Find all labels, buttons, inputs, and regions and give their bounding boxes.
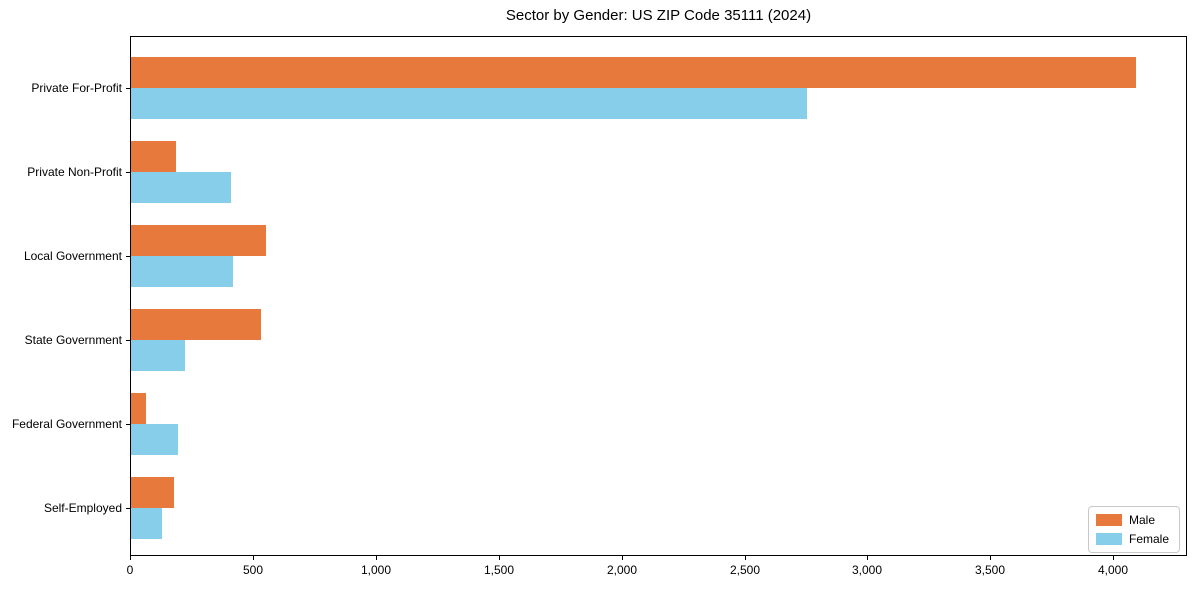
legend-item-female: Female (1096, 532, 1171, 546)
x-tick-label: 2,500 (729, 563, 761, 577)
chart-title: Sector by Gender: US ZIP Code 35111 (202… (505, 7, 812, 24)
y-category-label: Federal Government (11, 417, 122, 431)
x-tick-label: 1,000 (360, 563, 392, 577)
x-tick-label: 3,500 (974, 563, 1006, 577)
legend-item-male: Male (1096, 513, 1171, 527)
legend: Male Female (1088, 506, 1180, 553)
bar-male-5 (131, 477, 174, 508)
y-category-label: State Government (24, 333, 122, 347)
x-axis-tick (867, 556, 868, 560)
legend-label: Female (1129, 532, 1170, 546)
bar-female-0 (131, 88, 807, 119)
x-axis-tick (130, 556, 131, 560)
x-tick-label: 2,000 (606, 563, 638, 577)
legend-swatch-female (1096, 533, 1122, 545)
bar-male-3 (131, 309, 261, 340)
x-axis-tick (990, 556, 991, 560)
x-axis-tick (376, 556, 377, 560)
x-tick-label: 0 (126, 563, 134, 577)
x-axis-tick (499, 556, 500, 560)
bar-male-2 (131, 225, 266, 256)
legend-swatch-male (1096, 514, 1122, 526)
x-tick-label: 4,000 (1097, 563, 1129, 577)
bar-female-3 (131, 340, 185, 371)
y-category-label: Private For-Profit (31, 81, 122, 95)
bar-female-4 (131, 424, 178, 455)
x-tick-label: 1,500 (483, 563, 515, 577)
y-category-label: Private Non-Profit (27, 165, 122, 179)
bar-male-0 (131, 57, 1136, 88)
y-axis-tick (126, 172, 130, 173)
y-category-label: Self-Employed (43, 501, 122, 515)
x-axis-tick (253, 556, 254, 560)
bar-male-1 (131, 141, 176, 172)
y-axis-tick (126, 256, 130, 257)
y-axis-tick (126, 424, 130, 425)
y-axis-tick (126, 508, 130, 509)
bar-female-1 (131, 172, 231, 203)
x-axis-tick (1113, 556, 1114, 560)
x-tick-label: 3,000 (851, 563, 883, 577)
y-axis-tick (126, 88, 130, 89)
x-axis-tick (622, 556, 623, 560)
bar-female-5 (131, 508, 162, 539)
legend-label: Male (1129, 513, 1156, 527)
bar-male-4 (131, 393, 146, 424)
bar-female-2 (131, 256, 233, 287)
y-category-label: Local Government (23, 249, 122, 263)
y-axis-tick (126, 340, 130, 341)
plot-area (130, 36, 1187, 556)
x-tick-label: 500 (242, 563, 264, 577)
x-axis-tick (745, 556, 746, 560)
